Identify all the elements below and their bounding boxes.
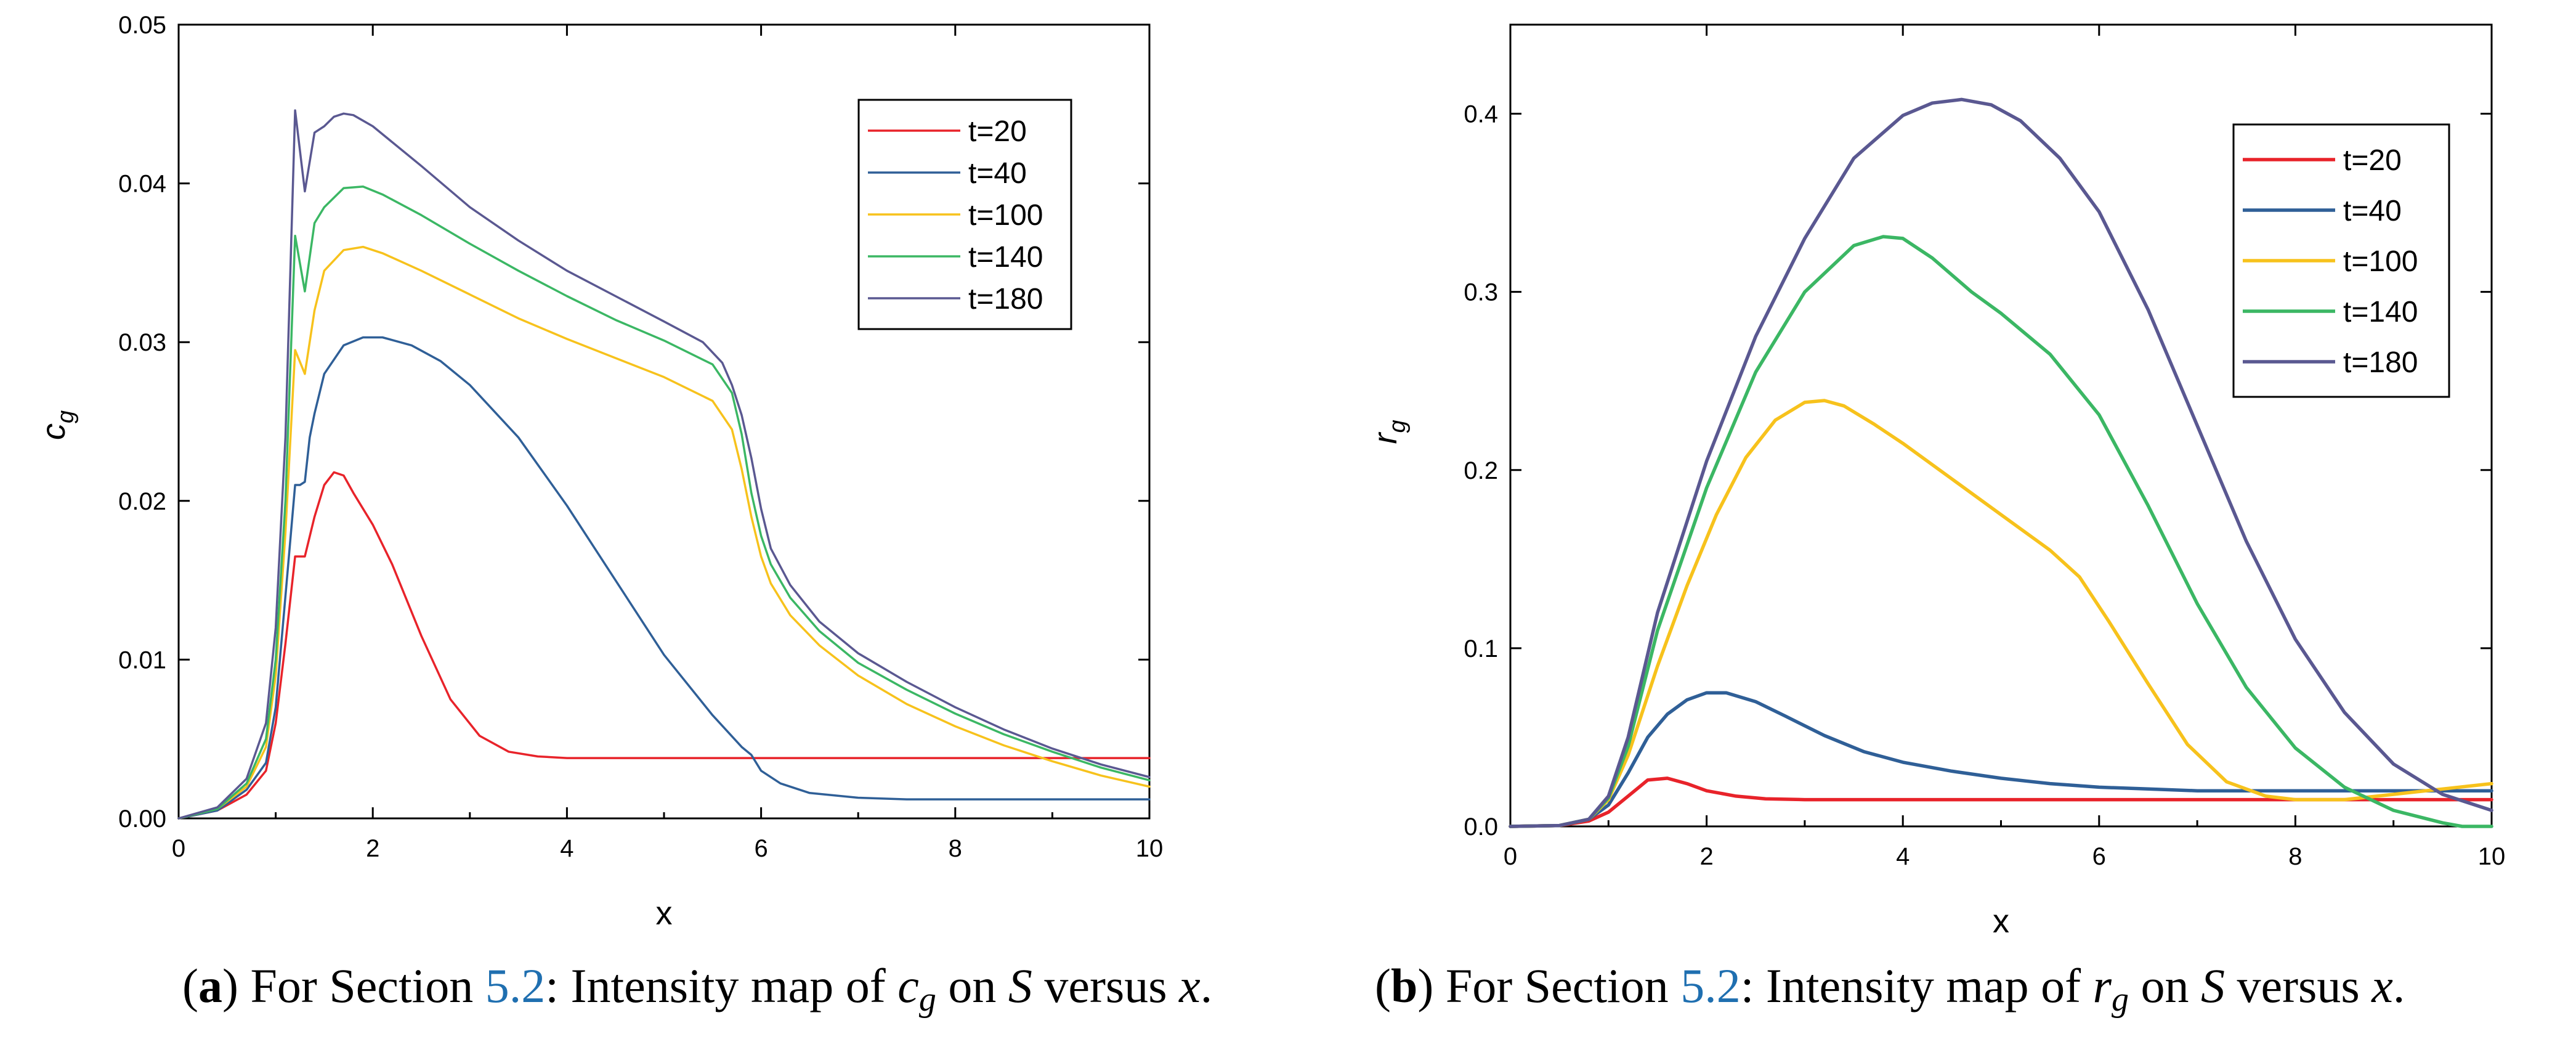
panel-a-series-line-t-20 bbox=[177, 471, 1151, 820]
panel-b-x-axis-label: x bbox=[1993, 903, 2009, 940]
panel-a-x-tick-label: 2 bbox=[366, 835, 379, 862]
panel-b-x-tick-label: 10 bbox=[2478, 843, 2506, 870]
panel-b-y-tick-label: 0.3 bbox=[1464, 279, 1498, 306]
panel-b-x-tick-label: 6 bbox=[2092, 843, 2106, 870]
panel-a-chart: 0 2 4 6 8 10 0.00 0.01 0.02 0.03 0.04 0.05 x cg t=20 t=… bbox=[35, 12, 1163, 932]
panel-b-x-tick-label: 0 bbox=[1504, 843, 1517, 870]
panel-a-x-tick-label: 4 bbox=[560, 835, 573, 862]
panel-b-series-line-t-40 bbox=[1509, 691, 2493, 828]
panel-a-series-line-t-40 bbox=[177, 336, 1151, 820]
panel-b-legend-label: t=180 bbox=[2343, 346, 2418, 379]
panel-a-y-tick-label: 0.01 bbox=[118, 646, 166, 674]
panel-b-series-line-t-140 bbox=[1509, 235, 2493, 828]
panel-a-series-line-t-180 bbox=[177, 109, 1151, 820]
panel-a-y-tick-label: 0.00 bbox=[118, 805, 166, 833]
panel-a-y-tick-label: 0.02 bbox=[118, 488, 166, 515]
panel-b-legend-label: t=20 bbox=[2343, 144, 2402, 177]
panel-b-series-line-t-100 bbox=[1509, 399, 2493, 828]
panel-b-x-tick-label: 4 bbox=[1896, 843, 1910, 870]
panel-b-y-tick-label: 0.0 bbox=[1464, 813, 1498, 841]
caption-b-section-link[interactable]: 5.2 bbox=[1680, 959, 1741, 1013]
panel-b-legend-label: t=140 bbox=[2343, 296, 2418, 328]
panel-b-x-tick-label: 2 bbox=[1699, 843, 1713, 870]
panel-a-x-tick-label: 6 bbox=[754, 835, 768, 862]
panel-a-x-tick-label: 10 bbox=[1136, 835, 1164, 862]
panel-a-legend-label: t=40 bbox=[968, 157, 1027, 190]
panel-a-x-tick-label: 8 bbox=[949, 835, 962, 862]
panel-b-y-axis-label: rg bbox=[1367, 420, 1411, 444]
panel-a-series-line-t-140 bbox=[177, 185, 1151, 820]
caption-b: (b) For Section 5.2: Intensity map of rg… bbox=[1375, 959, 2405, 1019]
panel-b-chart: 0 2 4 6 8 10 0.0 0.1 0.2 0.3 0.4 x rg t=20 t=40 t=100 t=… bbox=[1367, 23, 2506, 940]
panel-a-series-line-t-100 bbox=[177, 245, 1151, 820]
panel-b-x-tick-label: 8 bbox=[2288, 843, 2302, 870]
caption-a: (a) For Section 5.2: Intensity map of cg… bbox=[182, 959, 1213, 1019]
panel-a-x-axis-label: x bbox=[656, 895, 673, 932]
panel-a-y-axis-label: cg bbox=[35, 410, 79, 440]
panel-b-y-tick-label: 0.2 bbox=[1464, 457, 1498, 484]
panel-a-y-tick-label: 0.04 bbox=[118, 171, 166, 198]
panel-b-series-line-t-20 bbox=[1509, 776, 2493, 828]
panel-b-y-tick-label: 0.1 bbox=[1464, 635, 1498, 662]
panel-b-legend-label: t=40 bbox=[2343, 195, 2402, 227]
panel-b-legend-label: t=100 bbox=[2343, 245, 2418, 278]
panel-a-legend-label: t=140 bbox=[968, 241, 1043, 274]
panel-a-y-tick-label: 0.05 bbox=[118, 12, 166, 39]
panel-a-y-tick-label: 0.03 bbox=[118, 329, 166, 356]
caption-a-section-link[interactable]: 5.2 bbox=[485, 959, 546, 1013]
panel-b-series-line-t-180 bbox=[1509, 97, 2493, 828]
panel-a-legend-label: t=20 bbox=[968, 115, 1027, 148]
panel-a-legend-label: t=100 bbox=[968, 199, 1043, 232]
panel-a-x-tick-label: 0 bbox=[172, 835, 185, 862]
panel-a-legend-label: t=180 bbox=[968, 283, 1043, 316]
panel-b-y-tick-label: 0.4 bbox=[1464, 101, 1498, 128]
